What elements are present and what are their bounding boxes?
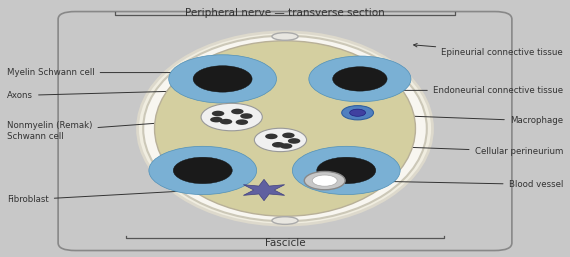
Circle shape bbox=[210, 117, 223, 122]
Ellipse shape bbox=[154, 41, 416, 216]
Circle shape bbox=[240, 113, 253, 119]
Text: Peripheral nerve — transverse section: Peripheral nerve — transverse section bbox=[185, 8, 385, 18]
Text: Cellular perineurium: Cellular perineurium bbox=[385, 145, 563, 156]
Text: Fibroblast: Fibroblast bbox=[7, 188, 207, 204]
Circle shape bbox=[288, 138, 300, 144]
Polygon shape bbox=[243, 179, 284, 201]
Circle shape bbox=[349, 109, 365, 116]
Circle shape bbox=[149, 146, 256, 195]
Text: Macrophage: Macrophage bbox=[371, 113, 563, 125]
Circle shape bbox=[280, 143, 292, 149]
Circle shape bbox=[173, 157, 232, 184]
Text: Endoneurial connective tissue: Endoneurial connective tissue bbox=[368, 86, 563, 95]
Circle shape bbox=[317, 157, 376, 184]
Circle shape bbox=[272, 142, 284, 148]
Text: Nonmyelin (Remak)
Schwann cell: Nonmyelin (Remak) Schwann cell bbox=[7, 120, 185, 141]
Circle shape bbox=[212, 111, 225, 116]
Circle shape bbox=[193, 66, 252, 92]
Circle shape bbox=[254, 128, 307, 152]
FancyBboxPatch shape bbox=[58, 12, 512, 251]
Circle shape bbox=[312, 175, 337, 186]
Ellipse shape bbox=[272, 33, 298, 40]
Ellipse shape bbox=[137, 32, 433, 225]
Circle shape bbox=[309, 56, 411, 102]
Text: Axons: Axons bbox=[7, 89, 202, 100]
Text: Epineurial connective tissue: Epineurial connective tissue bbox=[414, 43, 563, 57]
Circle shape bbox=[342, 106, 373, 120]
Circle shape bbox=[333, 67, 387, 91]
Circle shape bbox=[231, 109, 243, 114]
Circle shape bbox=[304, 171, 345, 190]
Text: Blood vessel: Blood vessel bbox=[348, 179, 563, 189]
Circle shape bbox=[220, 119, 232, 124]
Circle shape bbox=[169, 55, 276, 103]
Circle shape bbox=[235, 119, 248, 125]
Text: Fascicle: Fascicle bbox=[264, 238, 306, 249]
Circle shape bbox=[265, 134, 278, 139]
Ellipse shape bbox=[143, 36, 427, 221]
Circle shape bbox=[201, 103, 262, 131]
Circle shape bbox=[292, 146, 400, 195]
Ellipse shape bbox=[272, 217, 298, 224]
Text: Myelin Schwann cell: Myelin Schwann cell bbox=[7, 68, 202, 77]
Circle shape bbox=[282, 133, 295, 138]
